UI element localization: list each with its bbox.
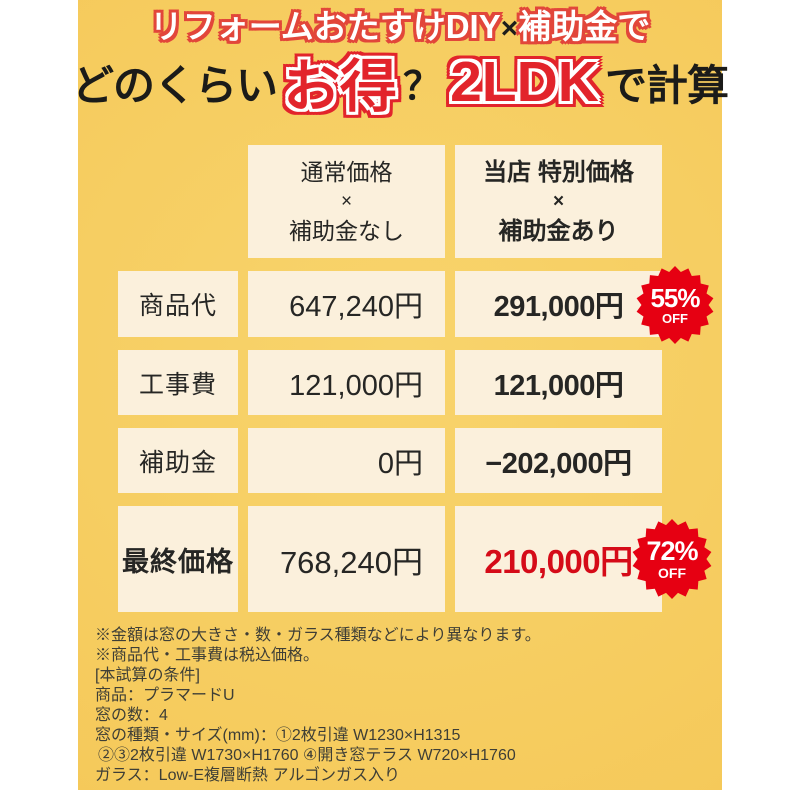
table-corner-empty bbox=[118, 145, 238, 258]
title-line2-prefix: どのくらい bbox=[72, 61, 278, 109]
row-label-subsidy: 補助金 bbox=[118, 428, 238, 493]
special-header-cross: × bbox=[552, 190, 565, 212]
row-label-final-price: 最終価格 bbox=[118, 506, 238, 612]
badge-55-percent: 55% bbox=[650, 282, 700, 313]
title-line2-highlight-2ldk: 2LDK bbox=[450, 50, 599, 114]
note-conditions-heading: [本試算の条件] bbox=[95, 667, 200, 684]
note-glass: ガラス：Low-E複層断熱 アルゴンガス入り bbox=[95, 767, 400, 784]
normal-price-product-cost: 647,240円 bbox=[248, 271, 445, 337]
badge-55-off-label: OFF bbox=[662, 310, 688, 326]
note-window-count: 窓の数：4 bbox=[95, 707, 168, 724]
special-price-product-cost: 291,000円 bbox=[455, 271, 662, 337]
normal-header-line2: 補助金なし bbox=[289, 217, 404, 244]
title-line2: どのくらい お得？ 2LDK で計算 bbox=[72, 48, 729, 119]
badge-72-percent: 72% bbox=[646, 535, 698, 566]
column-header-special-price: 当店 特別価格 × 補助金あり bbox=[455, 145, 662, 258]
discount-badge-72-off: 72% OFF bbox=[631, 519, 713, 599]
row-label-construction-fee: 工事費 bbox=[118, 350, 238, 415]
title-line1-part1: リフォームおたすけDIY bbox=[149, 8, 501, 45]
title-line1-part2: 補助金で bbox=[518, 8, 651, 45]
title-line1: リフォームおたすけDIY×補助金で bbox=[78, 6, 722, 50]
price-comparison-table: 通常価格 × 補助金なし 当店 特別価格 × 補助金あり 商品代 647,240… bbox=[118, 145, 662, 612]
special-price-construction-fee: 121,000円 bbox=[455, 350, 662, 415]
note-amount-varies: ※金額は窓の大きさ・数・ガラス種類などにより異なります。 bbox=[95, 627, 541, 644]
note-window-types-line1: 窓の種類・サイズ(mm)：①2枚引違 W1230×H1315 bbox=[95, 727, 461, 744]
normal-header-line1: 通常価格 bbox=[300, 158, 393, 185]
badge-72-off-label: OFF bbox=[658, 564, 686, 581]
normal-header-cross: × bbox=[340, 190, 353, 212]
note-window-types-line2: ②③2枚引違 W1730×H1760 ④開き窓テラス W720×H1760 bbox=[98, 747, 516, 764]
special-price-final: 210,000円 bbox=[455, 506, 662, 612]
normal-price-final: 768,240円 bbox=[248, 506, 445, 612]
note-tax-included: ※商品代・工事費は税込価格。 bbox=[95, 647, 320, 664]
title-line1-cross: × bbox=[500, 12, 519, 45]
special-price-subsidy: −202,000円 bbox=[455, 428, 662, 493]
special-header-line1: 当店 特別価格 bbox=[483, 158, 634, 186]
title-line2-highlight-otoku: お得 bbox=[283, 55, 398, 119]
normal-price-construction-fee: 121,000円 bbox=[248, 350, 445, 415]
title-line2-question-mark: ？ bbox=[403, 65, 441, 108]
note-product: 商品：プラマードU bbox=[95, 687, 235, 704]
badge-72-text: 72% OFF bbox=[631, 519, 713, 599]
starburst-icon bbox=[636, 266, 714, 344]
starburst-icon bbox=[632, 519, 712, 599]
footnotes: ※金額は窓の大きさ・数・ガラス種類などにより異なります。 ※商品代・工事費は税込… bbox=[95, 626, 710, 786]
special-header-line2: 補助金あり bbox=[498, 217, 619, 245]
column-header-normal-price: 通常価格 × 補助金なし bbox=[248, 145, 445, 258]
badge-55-text: 55% OFF bbox=[635, 266, 715, 344]
discount-badge-55-off: 55% OFF bbox=[635, 266, 715, 344]
normal-price-subsidy: 0円 bbox=[248, 428, 445, 493]
row-label-product-cost: 商品代 bbox=[118, 271, 238, 337]
title-line2-suffix: で計算 bbox=[604, 61, 729, 109]
